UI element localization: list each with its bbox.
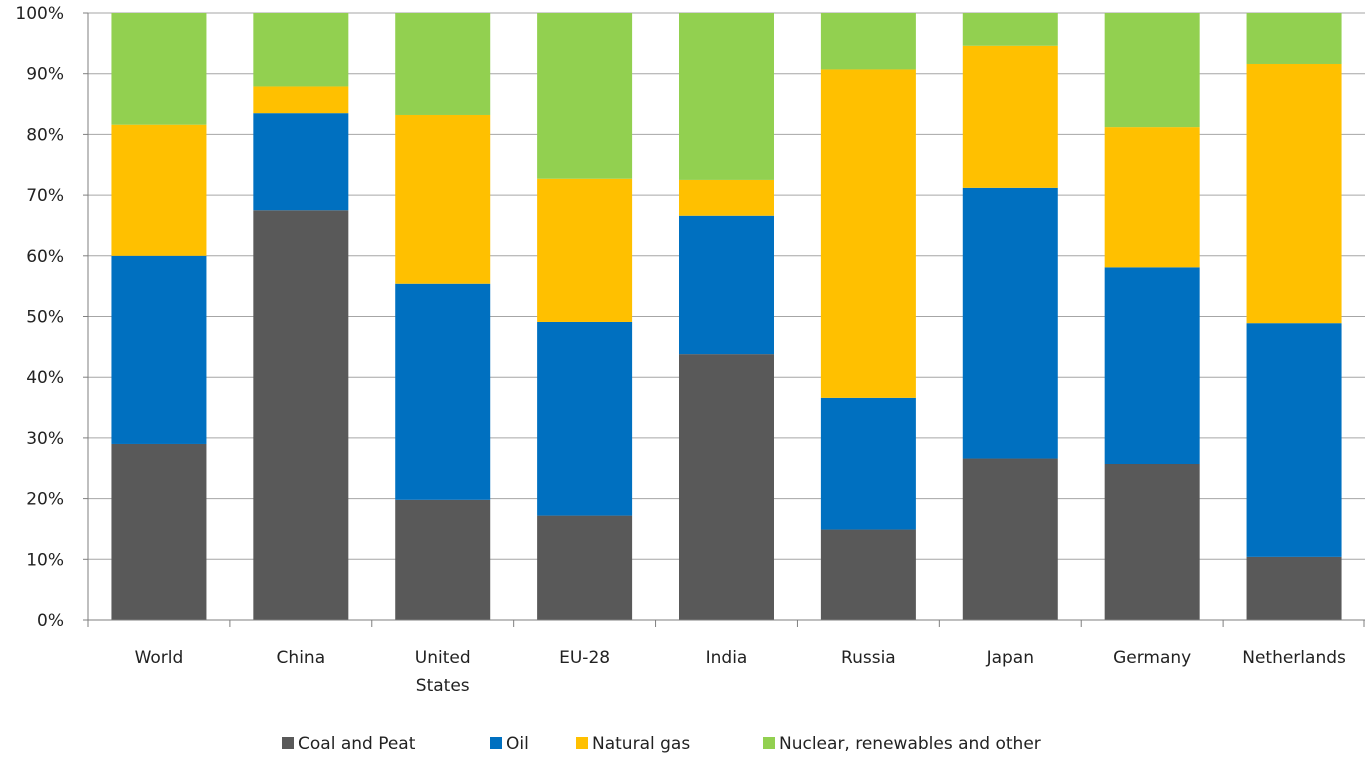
bars bbox=[111, 13, 1342, 620]
y-tick-label: 10% bbox=[26, 550, 64, 570]
y-tick-label: 70% bbox=[26, 186, 64, 206]
bar-segment bbox=[962, 45, 1058, 188]
bar-segment bbox=[1246, 63, 1342, 324]
bar-segment bbox=[820, 397, 916, 530]
bar-segment bbox=[537, 515, 633, 620]
x-tick-label: China bbox=[277, 648, 326, 668]
bar-segment bbox=[1104, 464, 1200, 620]
y-tick-labels: 0% 10% 20% 30% 40% 50% 60% 70% 80% 90% 100% bbox=[15, 4, 88, 631]
bar-segment bbox=[111, 13, 207, 125]
bar-segment bbox=[679, 13, 774, 180]
x-tick-labels: World China United States EU-28 India Russia Ja… bbox=[135, 648, 1346, 696]
y-tick-label: 100% bbox=[15, 4, 64, 24]
y-tick-label: 0% bbox=[37, 611, 64, 631]
bar-segment bbox=[1104, 267, 1200, 465]
bar-segment bbox=[111, 255, 207, 444]
y-tick-label: 90% bbox=[26, 65, 64, 85]
bar-segment bbox=[962, 187, 1058, 459]
bar-segment bbox=[537, 178, 633, 322]
legend: Coal and Peat Oil Natural gas Nuclear, rene… bbox=[282, 734, 1041, 754]
bar-segment bbox=[962, 13, 1058, 46]
bar-segment bbox=[679, 215, 774, 355]
legend-label: Natural gas bbox=[592, 734, 690, 754]
x-tick-label: Russia bbox=[841, 648, 896, 668]
x-tick-label: Germany bbox=[1113, 648, 1191, 668]
y-tick-label: 50% bbox=[26, 308, 64, 328]
y-tick-label: 40% bbox=[26, 368, 64, 388]
bar-segment bbox=[1246, 556, 1342, 620]
bar-segment bbox=[1246, 13, 1342, 64]
bar-segment bbox=[395, 114, 491, 284]
bar-segment bbox=[253, 13, 349, 87]
bar-segment bbox=[395, 499, 491, 620]
y-tick-label: 80% bbox=[26, 125, 64, 145]
y-tick-label: 20% bbox=[26, 490, 64, 510]
bar-segment bbox=[253, 210, 349, 620]
x-tick-label: World bbox=[135, 648, 184, 668]
bar-segment bbox=[253, 113, 349, 211]
y-tick-label: 30% bbox=[26, 429, 64, 449]
bar-segment bbox=[537, 321, 633, 516]
x-tick-label: United States bbox=[415, 648, 471, 696]
bar-segment bbox=[1246, 323, 1342, 557]
y-tick-label: 60% bbox=[26, 247, 64, 267]
bar-segment bbox=[1104, 127, 1200, 268]
bar-segment bbox=[679, 354, 774, 620]
legend-swatch bbox=[763, 737, 775, 749]
bar-segment bbox=[111, 124, 207, 256]
bar-segment bbox=[111, 443, 207, 620]
bar-segment bbox=[537, 13, 633, 179]
bar-segment bbox=[1104, 13, 1200, 128]
legend-label: Nuclear, renewables and other bbox=[779, 734, 1041, 754]
bar-segment bbox=[820, 69, 916, 398]
x-tick-label: Japan bbox=[986, 648, 1034, 668]
legend-label: Oil bbox=[506, 734, 529, 754]
legend-swatch bbox=[282, 737, 294, 749]
bar-segment bbox=[395, 13, 491, 115]
bar-segment bbox=[820, 13, 916, 70]
bar-segment bbox=[962, 458, 1058, 620]
bar-segment bbox=[253, 86, 349, 114]
bar-segment bbox=[679, 179, 774, 216]
legend-label: Coal and Peat bbox=[298, 734, 416, 754]
x-tick-label: Netherlands bbox=[1242, 648, 1346, 668]
bar-segment bbox=[820, 529, 916, 620]
x-tick-label: India bbox=[706, 648, 748, 668]
legend-swatch bbox=[576, 737, 588, 749]
legend-swatch bbox=[490, 737, 502, 749]
bar-segment bbox=[395, 283, 491, 500]
x-tick-label: EU-28 bbox=[559, 648, 610, 668]
